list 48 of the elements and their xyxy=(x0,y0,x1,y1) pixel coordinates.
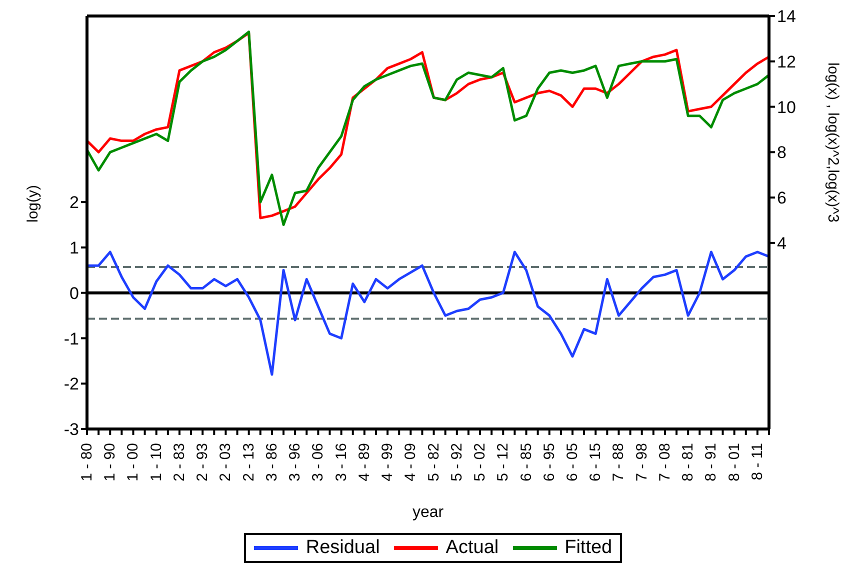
x-tick-label: 6 - 05 xyxy=(564,443,581,482)
x-tick-label: 7 - 98 xyxy=(633,443,650,482)
legend-label: Fitted xyxy=(564,537,612,559)
x-tick-label: 5 - 12 xyxy=(494,443,512,482)
x-tick-label: 8 - 11 xyxy=(748,443,766,480)
x-tick-label: 1 - 10 xyxy=(148,443,165,482)
x-tick-label: 1 - 00 xyxy=(124,443,142,482)
x-tick-label: 5 - 02 xyxy=(472,443,489,482)
y-tick-label: 2 xyxy=(70,193,79,212)
x-tick-label: 6 - 15 xyxy=(587,443,604,482)
x-tick-label: 7 - 08 xyxy=(656,443,674,482)
y-tick-label: 0 xyxy=(70,284,79,303)
x-tick-label: 2 - 93 xyxy=(194,443,212,482)
x-tick-label: 4 - 99 xyxy=(379,443,396,482)
x-tick-label: 8 - 81 xyxy=(680,443,697,482)
x-tick-label: 2 - 13 xyxy=(240,443,258,482)
x-tick-label: 7 - 88 xyxy=(610,443,628,482)
y-axis-title: log(y) xyxy=(24,184,42,222)
x-tick-label: 4 - 09 xyxy=(402,443,420,482)
y-tick-label: -3 xyxy=(64,420,79,440)
x-tick-label: 6 - 95 xyxy=(540,443,558,482)
x-axis-title: year xyxy=(412,504,444,521)
x-tick-label: 8 - 01 xyxy=(726,443,743,482)
y-tick-label: -2 xyxy=(64,374,79,394)
x-tick-label: 1 - 90 xyxy=(102,443,119,482)
x-tick-label: 5 - 92 xyxy=(448,443,466,482)
x-tick-label: 3 - 16 xyxy=(332,443,350,482)
y-tick-label: 1 xyxy=(70,238,79,258)
x-tick-label: 4 - 89 xyxy=(356,443,373,482)
y2-tick-label: 12 xyxy=(777,52,796,72)
x-tick-label: 2 - 83 xyxy=(170,443,188,482)
legend-label: Actual xyxy=(446,537,499,559)
y2-tick-label: 8 xyxy=(777,143,786,162)
y2-axis-title: log(x) , log(x)^2,log(x)^3 xyxy=(824,62,842,222)
x-tick-label: 3 - 96 xyxy=(286,443,304,482)
x-tick-label: 1 - 80 xyxy=(78,443,96,482)
x-tick-label: 8 - 91 xyxy=(702,443,720,482)
y2-tick-label: 6 xyxy=(777,188,786,208)
y2-tick-label: 4 xyxy=(777,234,786,253)
y-tick-label: -1 xyxy=(64,329,79,348)
x-tick-label: 2 - 03 xyxy=(217,443,234,482)
x-tick-label: 3 - 86 xyxy=(263,443,280,482)
x-tick-label: 5 - 82 xyxy=(425,443,442,482)
x-tick-label: 3 - 06 xyxy=(310,443,327,482)
legend-label: Residual xyxy=(306,537,380,559)
y2-tick-label: 14 xyxy=(777,7,796,26)
x-tick-label: 6 - 85 xyxy=(518,443,535,482)
y2-tick-label: 10 xyxy=(777,98,796,117)
